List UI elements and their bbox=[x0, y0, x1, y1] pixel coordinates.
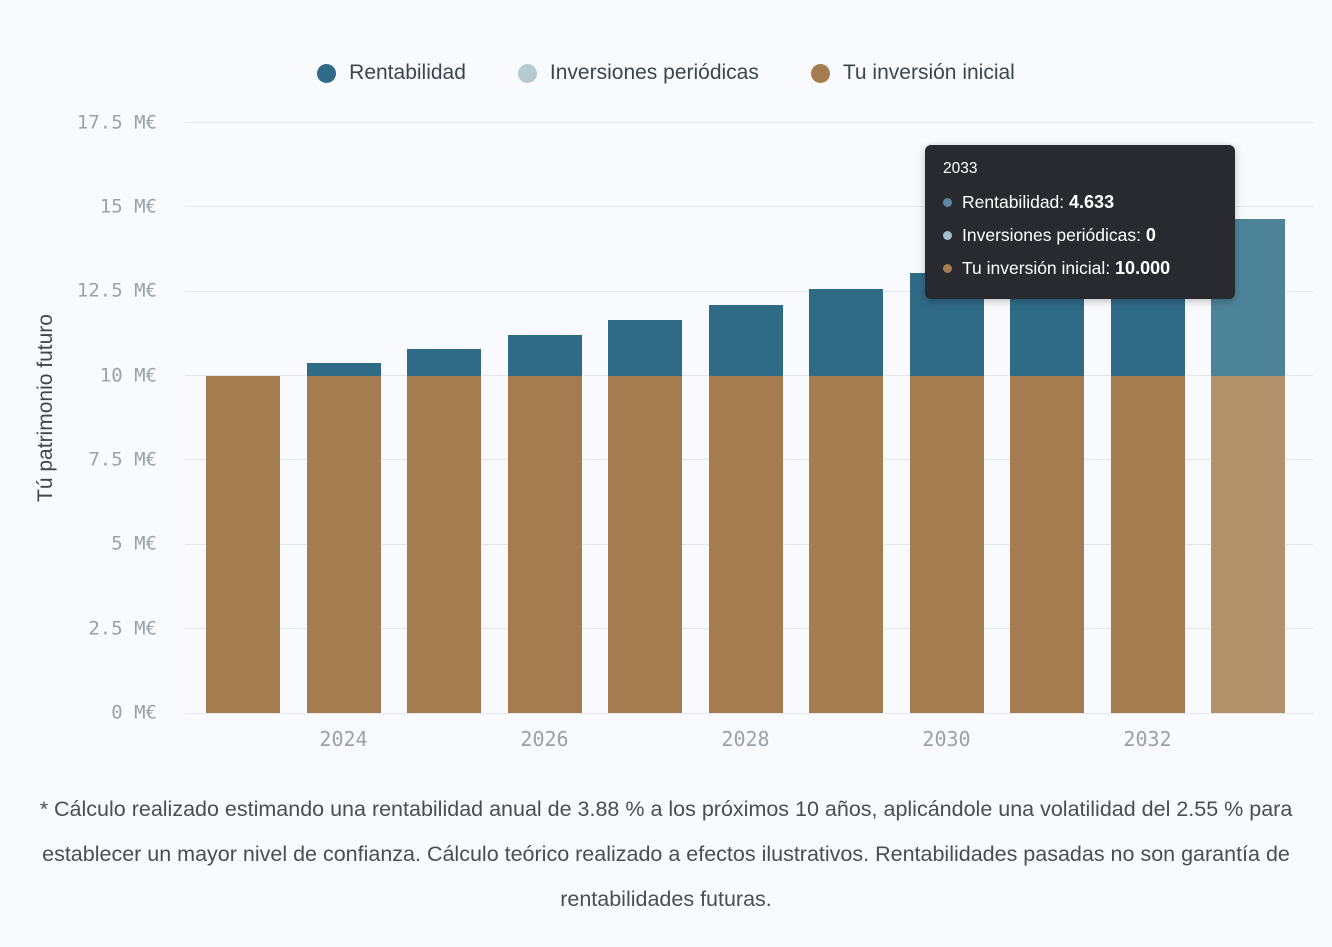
disclaimer-footnote: * Cálculo realizado estimando una rentab… bbox=[39, 797, 1293, 911]
tooltip-value-rentabilidad: 4.633 bbox=[1069, 192, 1115, 212]
bar-2025-rentabilidad-segment[interactable] bbox=[407, 348, 481, 376]
bar-2028-tu-inversion-inicial-segment[interactable] bbox=[708, 375, 783, 713]
tooltip-label-tu-inversion-inicial: Tu inversión inicial: 10.000 bbox=[962, 258, 1171, 278]
bar-2028-rentabilidad-segment[interactable] bbox=[708, 304, 783, 376]
bar-2027-tu-inversion-inicial-segment[interactable] bbox=[608, 375, 682, 713]
tooltip-rows: Rentabilidad: 4.633 Inversiones periódica… bbox=[943, 186, 1217, 285]
y-axis-tick-label: 2.5 M€ bbox=[88, 617, 157, 640]
bar-2029-rentabilidad-segment[interactable] bbox=[809, 289, 883, 376]
tooltip-value-tu-inversion-inicial: 10.000 bbox=[1115, 258, 1171, 278]
legend-label-inversiones-periodicas: Inversiones periódicas bbox=[549, 61, 759, 84]
legend-label-rentabilidad: Rentabilidad bbox=[349, 61, 466, 84]
y-axis-tick-label: 10 M€ bbox=[99, 364, 157, 387]
tooltip-title: 2033 bbox=[943, 160, 978, 177]
y-axis-tick-label: 12.5 M€ bbox=[76, 279, 157, 302]
x-axis-tick-label: 2028 bbox=[721, 727, 770, 751]
bar-2026-tu-inversion-inicial-segment[interactable] bbox=[507, 375, 582, 713]
x-axis-tick-label: 2024 bbox=[319, 727, 368, 751]
tooltip-row-rentabilidad: Rentabilidad: 4.633 bbox=[943, 186, 1217, 219]
gridline-15 bbox=[185, 206, 1313, 208]
legend-item-rentabilidad[interactable]: Rentabilidad bbox=[317, 61, 466, 85]
tooltip-label-rentabilidad: Rentabilidad: 4.633 bbox=[962, 192, 1115, 212]
x-axis-tick-label: 2032 bbox=[1123, 727, 1172, 751]
tooltip-row-inversiones-periodicas: Inversiones periódicas: 0 bbox=[943, 219, 1217, 252]
bar-2032-tu-inversion-inicial-segment[interactable] bbox=[1110, 375, 1185, 713]
tooltip-marker-inversiones-periodicas-icon bbox=[943, 231, 952, 240]
bar-2024-rentabilidad-segment[interactable] bbox=[306, 362, 381, 376]
gridline-0 bbox=[185, 712, 1313, 714]
chart-legend: Rentabilidad Inversiones periódicas Tu inv… bbox=[0, 61, 1332, 85]
gridline-12.5 bbox=[185, 290, 1313, 292]
bar-2029-tu-inversion-inicial-segment[interactable] bbox=[809, 375, 883, 713]
x-axis-tick-label: 2030 bbox=[922, 727, 971, 751]
y-axis-tick-label: 5 M€ bbox=[111, 532, 157, 555]
tooltip-marker-tu-inversion-inicial-icon bbox=[943, 264, 952, 273]
bar-2025-tu-inversion-inicial-segment[interactable] bbox=[407, 375, 481, 713]
bar-2026-rentabilidad-segment[interactable] bbox=[507, 334, 582, 376]
legend-marker-rentabilidad-icon bbox=[317, 63, 337, 83]
legend-marker-tu-inversion-inicial-icon bbox=[810, 63, 830, 83]
legend-marker-inversiones-periodicas-icon bbox=[517, 63, 537, 83]
y-axis-tick-label: 0 M€ bbox=[111, 701, 157, 724]
y-axis-tick-label: 15 M€ bbox=[99, 195, 157, 218]
bar-2030-tu-inversion-inicial-segment[interactable] bbox=[909, 375, 984, 713]
y-axis-tick-label: 7.5 M€ bbox=[88, 448, 157, 471]
legend-item-inversiones-periodicas[interactable]: Inversiones periódicas bbox=[517, 61, 759, 85]
bar-2031-tu-inversion-inicial-segment[interactable] bbox=[1010, 375, 1084, 713]
chart-tooltip: 2033 Rentabilidad: 4.633 Inversiones peri… bbox=[925, 145, 1235, 299]
y-axis-title: Tú patrimonio futuro bbox=[34, 314, 57, 502]
tooltip-value-inversiones-periodicas: 0 bbox=[1145, 225, 1156, 245]
bar-2027-rentabilidad-segment[interactable] bbox=[608, 320, 682, 376]
tooltip-label-inversiones-periodicas: Inversiones periódicas: 0 bbox=[962, 225, 1156, 245]
x-axis-tick-label: 2026 bbox=[520, 727, 569, 751]
legend-label-tu-inversion-inicial: Tu inversión inicial bbox=[842, 61, 1015, 84]
tooltip-row-tu-inversion-inicial: Tu inversión inicial: 10.000 bbox=[943, 252, 1217, 285]
y-axis-tick-label: 17.5 M€ bbox=[76, 111, 157, 134]
tooltip-marker-rentabilidad-icon bbox=[943, 198, 952, 207]
bar-2023-tu-inversion-inicial-segment[interactable] bbox=[206, 375, 280, 713]
bar-2024-tu-inversion-inicial-segment[interactable] bbox=[306, 375, 381, 713]
legend-item-tu-inversion-inicial[interactable]: Tu inversión inicial bbox=[810, 61, 1015, 85]
gridline-17.5 bbox=[185, 122, 1313, 124]
bar-2033-tu-inversion-inicial-segment[interactable] bbox=[1211, 375, 1285, 713]
